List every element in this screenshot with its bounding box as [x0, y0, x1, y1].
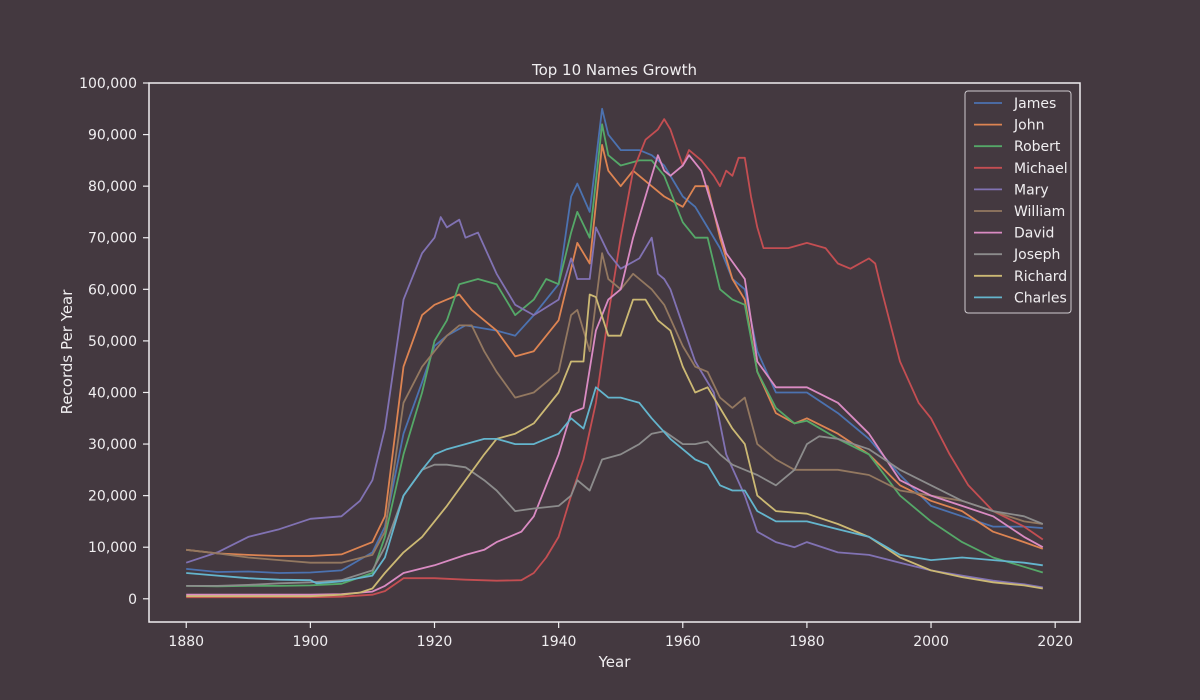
- y-tick-label: 100,000: [79, 76, 137, 92]
- series-line-david: [186, 154, 1044, 596]
- y-tick-label: 0: [128, 592, 137, 608]
- y-tick-label: 90,000: [88, 128, 137, 144]
- y-axis: 0 10,000 20,000 30,000 40,000 50,000 60,000 70,…: [79, 76, 149, 608]
- y-tick-label: 10,000: [88, 540, 137, 556]
- y-tick-label: 60,000: [88, 282, 137, 298]
- series-line-william: [186, 252, 1043, 564]
- chart-title: Top 10 Names Growth: [531, 61, 697, 79]
- x-tick-label: 2020: [1037, 634, 1073, 650]
- y-axis-label: Records Per Year: [58, 289, 76, 415]
- series-line-robert: [186, 123, 1044, 588]
- y-tick-label: 40,000: [88, 385, 137, 401]
- series-line-joseph: [186, 430, 1044, 587]
- legend-label: John: [1013, 118, 1044, 134]
- plot-area: [148, 82, 1081, 623]
- series-line-charles: [186, 386, 1043, 585]
- legend-label: Joseph: [1013, 247, 1060, 263]
- x-axis-label: Year: [598, 653, 632, 671]
- y-tick-label: 70,000: [88, 231, 137, 247]
- legend-label: Michael: [1014, 161, 1068, 177]
- legend-label: Richard: [1014, 269, 1067, 285]
- x-tick-label: 1940: [541, 634, 577, 650]
- series-line-mary: [185, 216, 1043, 589]
- x-tick-label: 1900: [293, 634, 329, 650]
- series-line-john: [186, 144, 1044, 557]
- x-tick-label: 1880: [168, 634, 204, 650]
- x-tick-label: 1960: [665, 634, 701, 650]
- y-tick-label: 50,000: [88, 334, 137, 350]
- x-axis: 1880 1900 1920 1940 1960 1980 2000 2020: [168, 622, 1073, 650]
- series-lines: [185, 107, 1044, 599]
- y-tick-label: 80,000: [88, 179, 137, 195]
- y-tick-label: 20,000: [88, 489, 137, 505]
- legend: James John Robert Michael Mary William David Jo…: [964, 90, 1072, 314]
- x-tick-label: 1980: [789, 634, 825, 650]
- x-tick-label: 1920: [417, 634, 453, 650]
- x-tick-label: 2000: [913, 634, 949, 650]
- legend-label: Mary: [1014, 182, 1049, 198]
- legend-label: Robert: [1014, 139, 1061, 155]
- series-line-richard: [186, 293, 1043, 598]
- legend-label: William: [1014, 204, 1065, 220]
- y-tick-label: 30,000: [88, 437, 137, 453]
- legend-label: Charles: [1014, 290, 1067, 306]
- legend-label: David: [1014, 226, 1054, 242]
- series-line-michael: [186, 118, 1044, 599]
- legend-label: James: [1013, 96, 1056, 112]
